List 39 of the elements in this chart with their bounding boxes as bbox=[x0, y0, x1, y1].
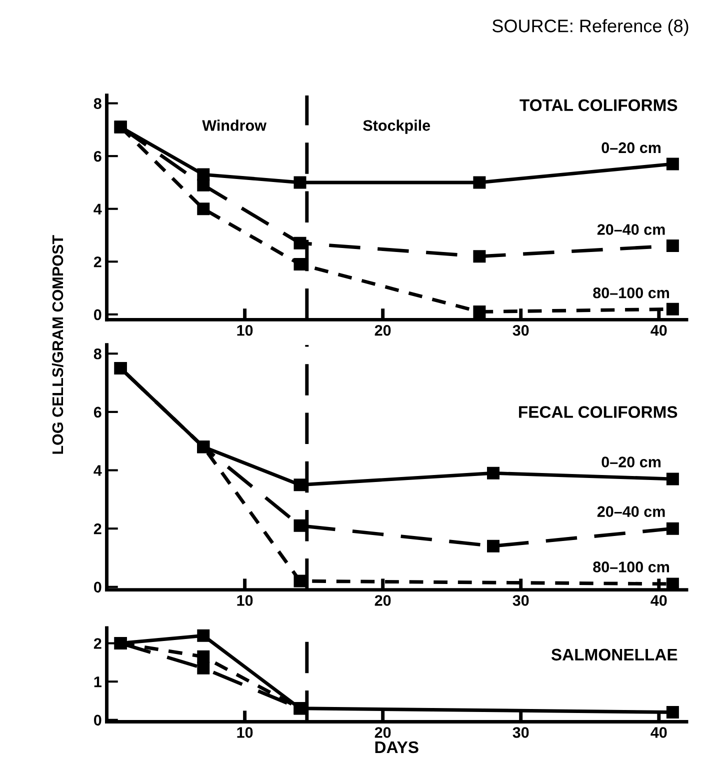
series-label: 0–20 cm bbox=[602, 142, 660, 154]
x-tick-label: 20 bbox=[374, 727, 391, 738]
x-tick-label: 10 bbox=[237, 595, 253, 606]
x-tick-label: 30 bbox=[512, 595, 529, 606]
y-tick-label: 8 bbox=[94, 98, 102, 109]
y-tick-label: 1 bbox=[94, 676, 102, 688]
series-label: 20–40 cm bbox=[597, 506, 665, 517]
y-tick-label: 2 bbox=[94, 523, 102, 534]
chart-title: TOTAL COLIFORMS bbox=[520, 99, 678, 112]
y-tick-label: 4 bbox=[94, 465, 102, 476]
series-label: 0–20 cm bbox=[602, 456, 660, 468]
series-label: 80–100 cm bbox=[593, 562, 669, 572]
y-tick-label: 2 bbox=[94, 256, 102, 268]
x-tick-label: 40 bbox=[650, 595, 667, 606]
x-tick-label: 10 bbox=[237, 324, 253, 336]
y-tick-label: 8 bbox=[94, 348, 102, 360]
text: SALMONELLAE bbox=[551, 648, 678, 661]
series-label: 20–40 cm bbox=[597, 224, 665, 235]
y-tick-label: 0 bbox=[94, 714, 102, 726]
x-tick-label: 30 bbox=[512, 324, 529, 336]
y-tick-label: 0 bbox=[94, 582, 102, 593]
source-note: SOURCE: Reference (8) bbox=[492, 19, 688, 36]
x-tick-label: 10 bbox=[237, 727, 253, 738]
series-label: 80–100 cm bbox=[593, 287, 669, 298]
annotation: Stockpile bbox=[363, 120, 430, 134]
x-tick-label: 20 bbox=[374, 324, 391, 336]
y-tick-label: 2 bbox=[94, 638, 102, 649]
y-tick-label: 0 bbox=[94, 309, 102, 320]
x-tick-label: 30 bbox=[512, 727, 529, 738]
x-tick-label: 20 bbox=[374, 595, 391, 606]
text: FECAL COLIFORMS bbox=[519, 406, 678, 418]
y-tick-label: 6 bbox=[94, 406, 102, 418]
x-axis-title: DAYS bbox=[375, 741, 418, 754]
x-tick-label: 40 bbox=[650, 727, 667, 738]
y-axis-title: LOG CELLS/GRAM COMPOST bbox=[52, 235, 64, 454]
y-tick-label: 4 bbox=[94, 204, 102, 214]
y-tick-label: 6 bbox=[94, 150, 102, 162]
x-tick-label: 40 bbox=[650, 324, 667, 336]
annotation: Windrow bbox=[202, 120, 267, 131]
